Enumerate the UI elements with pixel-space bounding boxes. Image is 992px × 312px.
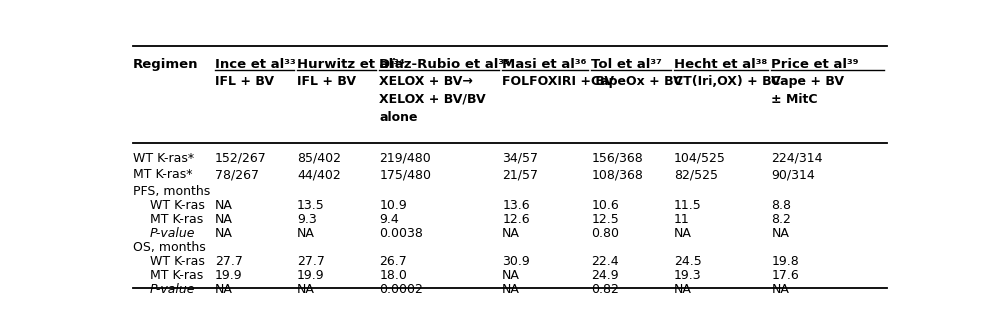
Text: NA: NA	[772, 283, 790, 296]
Text: Cape + BV
± MitC: Cape + BV ± MitC	[772, 75, 844, 106]
Text: 108/368: 108/368	[591, 168, 643, 181]
Text: WT K-ras*: WT K-ras*	[133, 152, 194, 164]
Text: 19.8: 19.8	[772, 255, 800, 268]
Text: 0.82: 0.82	[591, 283, 619, 296]
Text: Hurwitz et al³⁴: Hurwitz et al³⁴	[297, 58, 405, 71]
Text: NA: NA	[502, 227, 520, 240]
Text: 17.6: 17.6	[772, 269, 800, 282]
Text: NA: NA	[297, 283, 314, 296]
Text: 13.6: 13.6	[502, 199, 530, 212]
Text: 19.9: 19.9	[214, 269, 242, 282]
Text: NA: NA	[674, 283, 691, 296]
Text: 10.9: 10.9	[379, 199, 407, 212]
Text: 13.5: 13.5	[297, 199, 324, 212]
Text: CT(Iri,OX) + BV: CT(Iri,OX) + BV	[674, 75, 781, 88]
Text: MT K-ras: MT K-ras	[150, 213, 203, 226]
Text: FOLFOXIRI + BV: FOLFOXIRI + BV	[502, 75, 614, 88]
Text: 219/480: 219/480	[379, 152, 431, 164]
Text: NA: NA	[772, 227, 790, 240]
Text: Masi et al³⁶: Masi et al³⁶	[502, 58, 586, 71]
Text: 12.5: 12.5	[591, 213, 619, 226]
Text: NA: NA	[502, 283, 520, 296]
Text: 175/480: 175/480	[379, 168, 432, 181]
Text: P-value: P-value	[150, 227, 195, 240]
Text: Regimen: Regimen	[133, 58, 198, 71]
Text: NA: NA	[214, 213, 232, 226]
Text: CapeOx + BV: CapeOx + BV	[591, 75, 683, 88]
Text: PFS, months: PFS, months	[133, 185, 210, 198]
Text: 11.5: 11.5	[674, 199, 701, 212]
Text: 78/267: 78/267	[214, 168, 259, 181]
Text: OS, months: OS, months	[133, 241, 206, 254]
Text: Tol et al³⁷: Tol et al³⁷	[591, 58, 663, 71]
Text: NA: NA	[214, 199, 232, 212]
Text: MT K-ras*: MT K-ras*	[133, 168, 192, 181]
Text: IFL + BV: IFL + BV	[214, 75, 274, 88]
Text: 12.6: 12.6	[502, 213, 530, 226]
Text: 8.8: 8.8	[772, 199, 792, 212]
Text: 85/402: 85/402	[297, 152, 341, 164]
Text: 90/314: 90/314	[772, 168, 815, 181]
Text: NA: NA	[214, 283, 232, 296]
Text: 156/368: 156/368	[591, 152, 643, 164]
Text: 11: 11	[674, 213, 689, 226]
Text: Ince et al³³: Ince et al³³	[214, 58, 296, 71]
Text: WT K-ras: WT K-ras	[150, 199, 205, 212]
Text: XELOX + BV→
XELOX + BV/BV
alone: XELOX + BV→ XELOX + BV/BV alone	[379, 75, 486, 124]
Text: 0.80: 0.80	[591, 227, 619, 240]
Text: Price et al³⁹: Price et al³⁹	[772, 58, 859, 71]
Text: 27.7: 27.7	[297, 255, 324, 268]
Text: WT K-ras: WT K-ras	[150, 255, 205, 268]
Text: NA: NA	[674, 227, 691, 240]
Text: Hecht et al³⁸: Hecht et al³⁸	[674, 58, 767, 71]
Text: NA: NA	[297, 227, 314, 240]
Text: 104/525: 104/525	[674, 152, 725, 164]
Text: 224/314: 224/314	[772, 152, 822, 164]
Text: Díaz-Rubio et al³⁵: Díaz-Rubio et al³⁵	[379, 58, 510, 71]
Text: 30.9: 30.9	[502, 255, 530, 268]
Text: 24.9: 24.9	[591, 269, 619, 282]
Text: 26.7: 26.7	[379, 255, 407, 268]
Text: 27.7: 27.7	[214, 255, 243, 268]
Text: 0.0038: 0.0038	[379, 227, 424, 240]
Text: 19.3: 19.3	[674, 269, 701, 282]
Text: 24.5: 24.5	[674, 255, 701, 268]
Text: NA: NA	[214, 227, 232, 240]
Text: 18.0: 18.0	[379, 269, 407, 282]
Text: 10.6: 10.6	[591, 199, 619, 212]
Text: 21/57: 21/57	[502, 168, 539, 181]
Text: 34/57: 34/57	[502, 152, 539, 164]
Text: 9.4: 9.4	[379, 213, 399, 226]
Text: P-value: P-value	[150, 283, 195, 296]
Text: 152/267: 152/267	[214, 152, 267, 164]
Text: 8.2: 8.2	[772, 213, 792, 226]
Text: 19.9: 19.9	[297, 269, 324, 282]
Text: IFL + BV: IFL + BV	[297, 75, 356, 88]
Text: 0.0002: 0.0002	[379, 283, 424, 296]
Text: NA: NA	[502, 269, 520, 282]
Text: 22.4: 22.4	[591, 255, 619, 268]
Text: 9.3: 9.3	[297, 213, 316, 226]
Text: MT K-ras: MT K-ras	[150, 269, 203, 282]
Text: 82/525: 82/525	[674, 168, 717, 181]
Text: 44/402: 44/402	[297, 168, 340, 181]
